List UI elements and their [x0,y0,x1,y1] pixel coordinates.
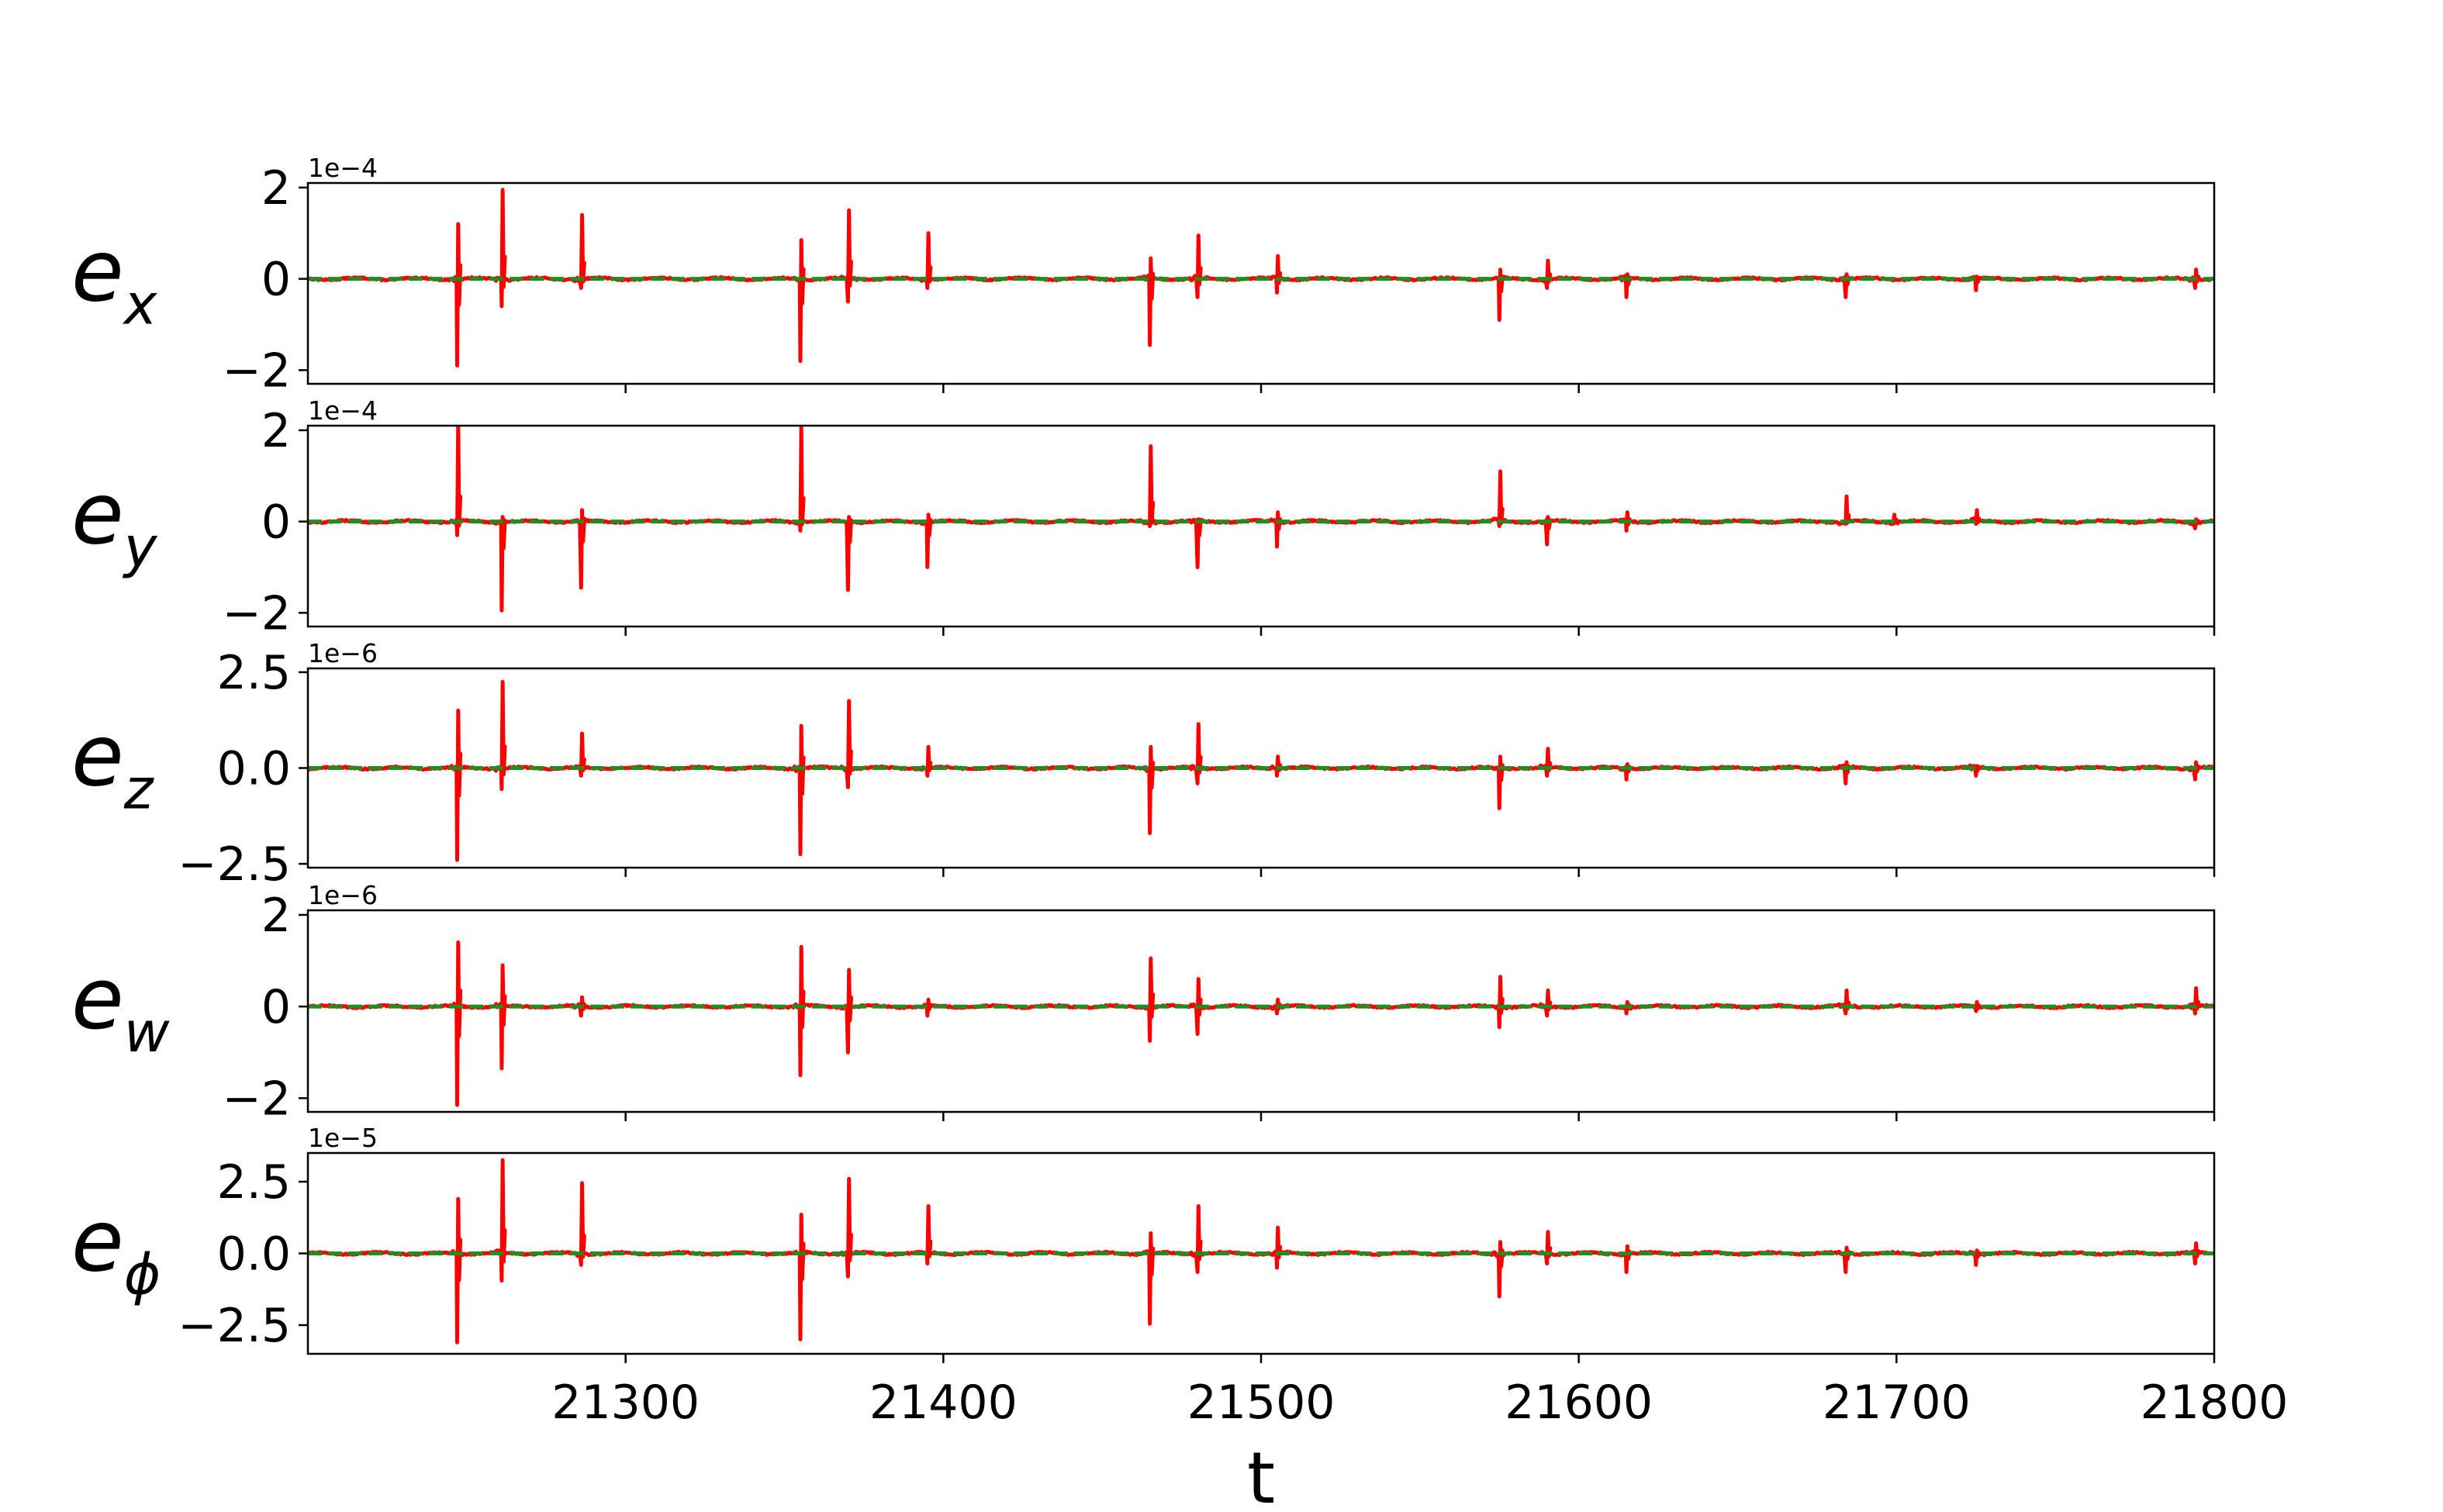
y-axis-label: ew [71,949,170,1065]
y-tick-label: 0 [261,253,291,307]
y-tick-label: 0 [261,980,291,1034]
x-tick-label: 21500 [1187,1376,1336,1430]
x-tick-label: 21400 [869,1376,1018,1430]
y-axis-label-subscript: z [123,757,155,822]
x-axis-label: t [1247,1437,1275,1512]
y-axis-label-main: e [71,1192,124,1291]
x-tick-label: 21300 [551,1376,700,1430]
offset-label: 1e−4 [308,395,378,426]
y-tick-label: 2 [261,889,291,943]
y-tick-label: −2.5 [178,837,291,892]
panel-4: −2 0 2 1e−6 ew [71,880,2216,1126]
y-tick-label: 0.0 [217,1227,291,1282]
series-line [308,679,2214,862]
x-tick-label: 21700 [1823,1376,1971,1430]
series-line [308,940,2214,1107]
panel-3: −2.5 0.0 2.5 1e−6 ez [71,638,2216,892]
y-tick-label: 0.0 [217,742,291,796]
panel-2: −2 0 2 1e−4 ey [71,395,2216,640]
series-line [308,1158,2214,1345]
y-axis-label-subscript: y [123,515,158,580]
y-tick-label: 0 [261,495,291,550]
y-tick-label: 2.5 [217,1155,291,1210]
y-axis-label-subscript: x [123,272,158,337]
y-axis-label-main: e [71,706,124,806]
y-axis-label: eϕ [71,1192,161,1307]
panel-5: −2.5 0.0 2.5 21300 21400 21500 21600 21700 21800… [71,1123,2288,1512]
y-axis-label-main: e [71,949,124,1048]
offset-label: 1e−5 [308,1123,378,1153]
y-axis-label-subscript: w [124,999,170,1065]
offset-label: 1e−4 [308,153,378,183]
plot-frame [306,424,2216,628]
offset-label: 1e−6 [308,880,378,910]
y-tick-label: −2 [223,343,291,398]
y-tick-label: −2 [223,1072,291,1126]
series-line [308,426,2214,613]
x-tick-label: 21800 [2141,1376,2289,1430]
offset-label: 1e−6 [308,638,378,668]
panel-1: −2 0 2 1e−4 ex [71,153,2216,398]
y-axis-label-main: e [71,464,124,564]
y-tick-label: −2.5 [178,1299,291,1353]
y-axis-label-subscript: ϕ [124,1242,161,1307]
y-axis-label: ey [71,464,158,580]
plot-frame [306,181,2216,385]
y-axis-label-main: e [71,222,124,321]
plot-frame [306,909,2216,1113]
y-axis-label: ex [71,222,158,337]
y-axis-label: ez [71,706,155,822]
y-tick-label: 2 [261,404,291,458]
y-tick-label: 2 [261,161,291,216]
y-tick-label: 2.5 [217,646,291,700]
y-tick-label: −2 [223,586,291,640]
x-tick-label: 21600 [1505,1376,1653,1430]
